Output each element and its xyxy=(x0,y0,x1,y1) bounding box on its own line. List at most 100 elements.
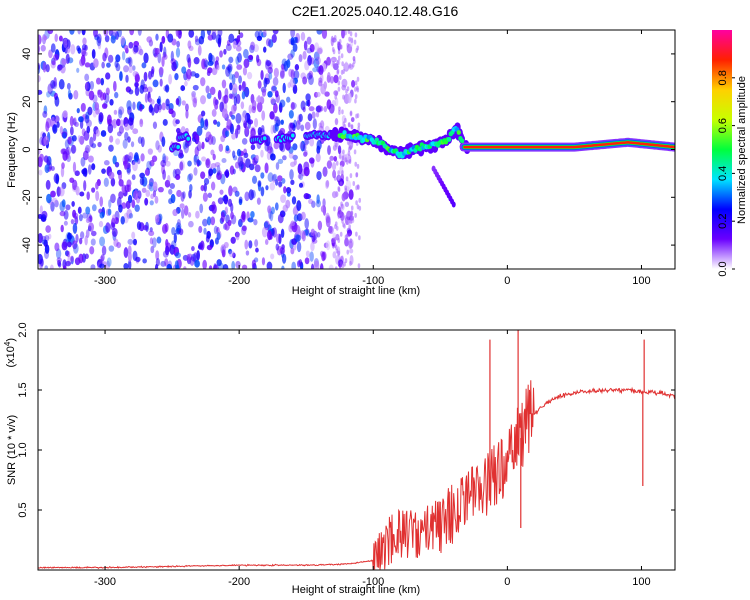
noise-blob xyxy=(227,219,232,226)
noise-blob xyxy=(316,104,323,113)
noise-blob xyxy=(230,236,236,244)
noise-blob xyxy=(254,164,261,173)
noise-blob xyxy=(82,37,87,46)
noise-blob xyxy=(349,238,353,244)
noise-blob xyxy=(348,36,351,42)
top-y-tick-label: -40 xyxy=(21,237,33,253)
noise-blob xyxy=(309,137,315,147)
noise-blob xyxy=(263,221,269,229)
noise-blob xyxy=(74,121,79,128)
noise-blob xyxy=(104,35,110,43)
noise-blob xyxy=(305,100,309,106)
noise-blob xyxy=(78,253,84,264)
noise-blob xyxy=(152,237,157,248)
noise-blob xyxy=(297,173,302,179)
noise-blob xyxy=(303,151,308,157)
noise-blob xyxy=(351,62,355,68)
noise-blob xyxy=(349,31,353,37)
noise-blob xyxy=(82,150,89,161)
noise-blob xyxy=(188,189,192,199)
signal-blob xyxy=(456,130,462,135)
noise-blob xyxy=(337,250,341,256)
noise-blob xyxy=(303,161,310,171)
noise-blob xyxy=(356,85,359,91)
noise-blob xyxy=(182,141,188,150)
noise-blob xyxy=(353,39,357,45)
noise-blob xyxy=(171,61,177,72)
noise-blob xyxy=(354,80,358,86)
noise-blob xyxy=(132,65,136,71)
noise-blob xyxy=(150,193,155,200)
noise-blob xyxy=(333,206,336,212)
noise-blob xyxy=(240,101,245,110)
noise-blob xyxy=(196,250,200,261)
noise-blob xyxy=(149,237,154,245)
noise-blob xyxy=(267,205,272,214)
noise-blob xyxy=(135,256,141,262)
noise-blob xyxy=(335,91,338,97)
noise-blob xyxy=(64,139,70,149)
noise-blob xyxy=(358,197,362,203)
noise-blob xyxy=(128,213,134,219)
noise-blob xyxy=(187,174,192,183)
noise-blob xyxy=(128,64,134,74)
noise-blob xyxy=(316,194,320,204)
noise-blob xyxy=(280,141,286,153)
noise-blob xyxy=(340,53,344,59)
noise-blob xyxy=(337,145,342,155)
noise-blob xyxy=(212,167,217,174)
noise-blob xyxy=(180,85,186,92)
bottom-y-tick-label: 1.0 xyxy=(17,442,29,457)
noise-blob xyxy=(269,111,275,120)
noise-blob xyxy=(300,211,306,221)
noise-blob xyxy=(300,31,306,41)
noise-blob xyxy=(194,146,199,157)
top-y-tick-label: 0 xyxy=(21,146,33,152)
noise-blob xyxy=(243,120,248,129)
noise-blob xyxy=(351,80,356,88)
noise-blob xyxy=(285,140,291,151)
noise-blob xyxy=(175,174,181,180)
noise-blob xyxy=(154,263,159,269)
noise-blob xyxy=(118,170,123,181)
noise-blob xyxy=(207,192,213,199)
noise-blob xyxy=(322,198,326,208)
noise-blob xyxy=(61,241,68,251)
noise-blob xyxy=(108,245,115,252)
noise-blob xyxy=(329,76,335,84)
noise-blob xyxy=(256,197,261,205)
noise-blob xyxy=(291,261,297,269)
noise-blob xyxy=(338,109,341,115)
noise-blob xyxy=(205,85,210,94)
noise-blob xyxy=(79,231,85,240)
noise-blob xyxy=(271,85,277,92)
noise-blob xyxy=(163,53,168,60)
noise-blob xyxy=(320,205,327,213)
noise-blob xyxy=(140,153,145,162)
noise-blob xyxy=(211,67,218,76)
noise-blob xyxy=(270,85,277,93)
noise-blob xyxy=(101,168,106,174)
noise-blob xyxy=(326,71,331,83)
noise-blob xyxy=(228,250,235,258)
noise-blob xyxy=(61,199,66,208)
top-x-axis-label: Height of straight line (km) xyxy=(292,285,420,297)
noise-blob xyxy=(247,118,252,129)
noise-blob xyxy=(66,82,71,90)
noise-blob xyxy=(251,259,257,269)
noise-blob xyxy=(221,249,226,258)
noise-blob xyxy=(242,110,247,118)
noise-blob xyxy=(307,55,312,66)
noise-blob xyxy=(38,74,41,83)
noise-blob xyxy=(308,157,315,164)
noise-blob xyxy=(330,56,337,63)
noise-blob xyxy=(296,241,302,253)
noise-blob xyxy=(90,238,96,246)
noise-blob xyxy=(108,199,112,209)
noise-blob xyxy=(237,124,241,135)
colorbar-tick-label: 0.4 xyxy=(717,166,729,181)
noise-blob xyxy=(150,245,155,254)
noise-blob xyxy=(58,35,63,42)
noise-blob xyxy=(270,124,274,135)
noise-blob xyxy=(55,174,60,185)
